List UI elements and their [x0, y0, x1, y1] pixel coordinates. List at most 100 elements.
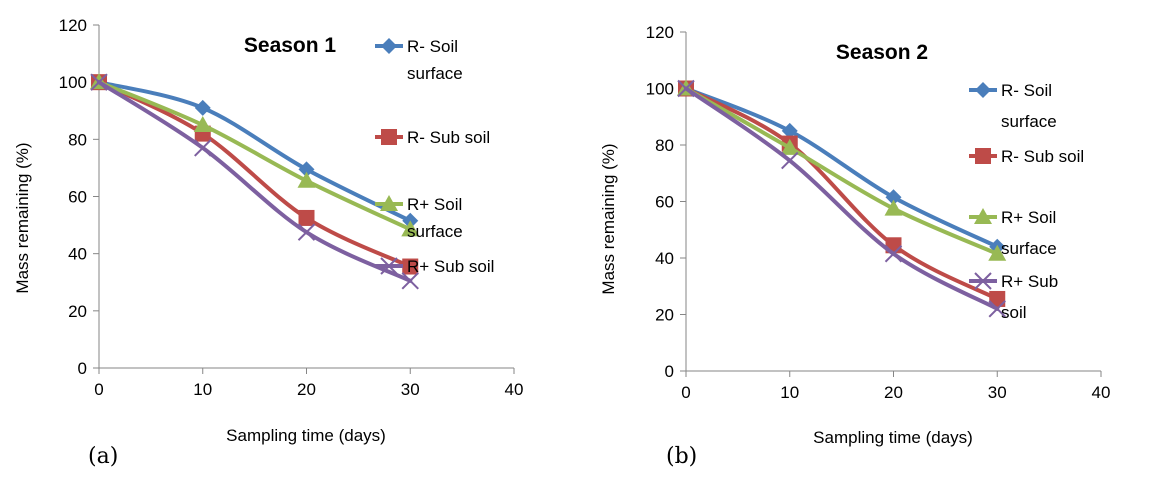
x-tick-label: 0 — [94, 380, 103, 399]
series-line — [97, 80, 413, 232]
legend-label: R- Sub soil — [407, 128, 490, 147]
legend-label: R- Soil — [1001, 81, 1052, 100]
legend-label: R- Sub soil — [1001, 147, 1084, 166]
y-tick-label: 60 — [68, 188, 87, 207]
legend-marker — [975, 148, 991, 164]
series-line — [684, 86, 1000, 256]
chart-panel-a: Season 1 Mass remaining (%) Sampling tim… — [13, 16, 524, 469]
legend-marker — [381, 38, 397, 54]
y-tick-label: 40 — [655, 249, 674, 268]
panel-label: (a) — [88, 444, 119, 469]
data-point — [884, 245, 903, 263]
series-line — [97, 80, 413, 269]
chart-a-svg: Season 1 Mass remaining (%) Sampling tim… — [13, 16, 524, 445]
panel-label: (b) — [666, 444, 698, 469]
legend-marker — [380, 257, 398, 275]
legend-marker — [975, 82, 991, 98]
y-tick-label: 0 — [665, 362, 674, 381]
legend-label: R- Soil — [407, 37, 458, 56]
x-tick-label: 0 — [681, 383, 690, 402]
legend-item: R- Sub soil — [375, 128, 490, 147]
data-point — [194, 139, 212, 157]
data-point — [989, 290, 1006, 307]
axes: 0 20 40 60 80 100 120 0 10 20 30 40 — [59, 16, 524, 399]
data-point — [297, 223, 316, 241]
data-point — [988, 244, 1007, 261]
legend-item: R+ Sub soil — [375, 257, 494, 276]
legend-marker — [974, 208, 992, 224]
data-point — [401, 272, 419, 290]
data-point — [297, 171, 316, 188]
legend-item: R+ Soil surface — [969, 208, 1057, 258]
data-point — [194, 99, 211, 116]
legend-label: soil — [1001, 303, 1027, 322]
chart-title: Season 2 — [836, 41, 928, 64]
legend-label: R+ Soil — [407, 195, 462, 214]
x-tick-label: 10 — [780, 383, 799, 402]
legend-marker — [380, 195, 398, 211]
y-tick-label: 0 — [78, 359, 87, 378]
series-r-soil-surface — [90, 73, 420, 237]
series-r-sub-soil — [90, 73, 419, 290]
x-axis-label: Sampling time (days) — [813, 428, 973, 447]
y-tick-label: 80 — [655, 136, 674, 155]
y-tick-label: 100 — [59, 73, 87, 92]
legend-label: surface — [407, 64, 463, 83]
x-tick-label: 10 — [193, 380, 212, 399]
chart-panel-b: Season 2 Mass remaining (%) Sampling tim… — [585, 0, 1169, 484]
y-tick-label: 60 — [655, 193, 674, 212]
y-tick-label: 120 — [646, 23, 674, 42]
data-point — [780, 138, 799, 155]
chart-b-svg: Season 2 Mass remaining (%) Sampling tim… — [599, 23, 1111, 447]
legend-label: R+ Sub — [1001, 272, 1058, 291]
x-tick-label: 30 — [401, 380, 420, 399]
legend-label: surface — [407, 222, 463, 241]
y-axis-label: Mass remaining (%) — [13, 142, 32, 293]
data-point — [298, 161, 315, 178]
series-r-sub-soil — [91, 74, 419, 275]
y-tick-label: 80 — [68, 130, 87, 149]
data-point — [90, 73, 108, 91]
series-line — [684, 86, 1000, 249]
data-point — [781, 151, 799, 170]
legend-label: R+ Soil — [1001, 208, 1056, 227]
data-point — [402, 258, 419, 275]
data-point — [193, 116, 212, 133]
legend-label: R+ Sub soil — [407, 257, 494, 276]
x-tick-label: 20 — [884, 383, 903, 402]
series-line — [684, 86, 1000, 301]
data-point — [884, 199, 903, 216]
y-tick-label: 20 — [655, 306, 674, 325]
legend-marker — [381, 129, 397, 145]
legend-item: R- Soil surface — [969, 81, 1057, 131]
y-tick-label: 100 — [646, 80, 674, 99]
series-line — [97, 80, 413, 223]
chart-title: Season 1 — [244, 34, 337, 57]
data-point — [781, 122, 798, 139]
legend-item: R+ Sub soil — [969, 272, 1058, 322]
data-point — [885, 189, 902, 206]
x-tick-label: 40 — [1092, 383, 1111, 402]
data-point — [298, 209, 315, 226]
legend-item: R+ Soil surface — [375, 195, 463, 241]
y-tick-label: 20 — [68, 302, 87, 321]
x-tick-label: 30 — [988, 383, 1007, 402]
legend-item: R- Sub soil — [969, 147, 1084, 166]
y-tick-label: 120 — [59, 16, 87, 35]
x-axis-label: Sampling time (days) — [226, 426, 386, 445]
data-point — [988, 300, 1006, 318]
series-r-sub-soil — [677, 79, 1006, 318]
data-point — [401, 220, 420, 237]
data-point — [677, 79, 695, 98]
y-tick-label: 40 — [68, 245, 87, 264]
legend-item: R- Soil surface — [375, 37, 463, 83]
x-tick-label: 20 — [297, 380, 316, 399]
legend-label: surface — [1001, 112, 1057, 131]
series-line — [684, 86, 1000, 311]
x-tick-label: 40 — [505, 380, 524, 399]
series-line — [97, 80, 413, 283]
y-axis-label: Mass remaining (%) — [599, 143, 618, 294]
legend-marker — [974, 272, 992, 290]
